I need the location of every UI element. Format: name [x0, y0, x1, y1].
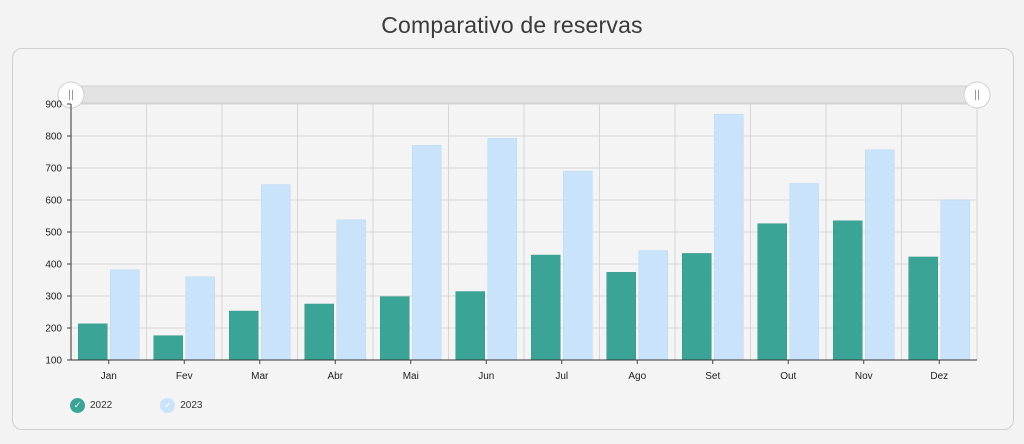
bar-2022-set[interactable] [682, 253, 712, 361]
x-tick-label: Set [705, 371, 720, 382]
scrollbar-handle-left[interactable] [57, 81, 85, 109]
page-title: Comparativo de reservas [381, 12, 643, 38]
legend-label: 2023 [180, 400, 203, 411]
bar-2022-jun[interactable] [455, 291, 485, 361]
bar-2023-ago[interactable] [638, 250, 668, 361]
bar-2023-fev[interactable] [185, 276, 215, 361]
x-tick-label: Out [780, 371, 796, 382]
x-tick-label: Abr [327, 371, 343, 382]
legend-item-2022[interactable]: ✓ 2022 [70, 398, 112, 413]
x-tick-label: Jul [555, 371, 568, 382]
bar-2023-dez[interactable] [940, 199, 970, 361]
scrollbar-track[interactable] [70, 85, 978, 104]
legend-label: 2022 [90, 400, 113, 411]
bar-2023-jan[interactable] [110, 269, 140, 361]
axis-layer: 100 200 300 400 500 600 700 800 900 Jan Fev Mar Abr M… [45, 100, 977, 382]
scrollbar-handle-right[interactable] [963, 81, 991, 109]
x-tick-label: Mar [251, 371, 269, 382]
check-icon: ✓ [70, 398, 85, 413]
y-tick-label: 400 [45, 260, 62, 271]
y-tick-label: 900 [45, 100, 62, 111]
bar-2022-fev[interactable] [153, 335, 183, 361]
bar-2023-abr[interactable] [336, 219, 366, 361]
bar-2022-jan[interactable] [78, 323, 108, 361]
x-tick-label: Ago [628, 371, 646, 382]
x-tick-label: Jan [101, 371, 117, 382]
legend-item-2023[interactable]: ✓ 2023 [160, 398, 203, 413]
bar-2022-ago[interactable] [606, 272, 636, 361]
bar-2023-set[interactable] [714, 113, 744, 361]
bar-2023-jun[interactable] [487, 137, 517, 361]
x-tick-label: Jun [478, 371, 494, 382]
bar-2022-out[interactable] [757, 223, 787, 361]
bar-2022-mai[interactable] [380, 296, 410, 361]
chart-scrollbar[interactable] [57, 81, 991, 109]
bar-2022-jul[interactable] [531, 254, 561, 361]
x-tick-label: Fev [176, 371, 193, 382]
bar-2023-mar[interactable] [261, 184, 291, 361]
x-tick-label: Dez [930, 371, 948, 382]
check-icon: ✓ [160, 398, 176, 413]
grid-layer [71, 103, 978, 361]
bar-2022-nov[interactable] [833, 220, 863, 361]
y-tick-label: 700 [45, 164, 62, 175]
x-tick-label: Nov [855, 371, 873, 382]
y-tick-label: 100 [45, 356, 62, 367]
y-tick-label: 800 [45, 132, 62, 143]
bar-2022-abr[interactable] [304, 303, 334, 361]
bar-2022-dez[interactable] [908, 256, 938, 361]
bar-2022-mar[interactable] [229, 310, 259, 361]
bar-2023-mai[interactable] [412, 145, 442, 361]
bar-2023-jul[interactable] [563, 170, 593, 361]
x-tick-label: Mai [403, 371, 419, 382]
bars-layer [78, 113, 970, 361]
bar-2023-nov[interactable] [865, 149, 895, 361]
bar-2023-out[interactable] [789, 183, 819, 361]
y-tick-label: 300 [45, 292, 62, 303]
legend: ✓ 2022 ✓ 2023 [70, 398, 203, 413]
y-tick-label: 600 [45, 196, 62, 207]
y-tick-label: 500 [45, 228, 62, 239]
y-tick-label: 200 [45, 324, 62, 335]
